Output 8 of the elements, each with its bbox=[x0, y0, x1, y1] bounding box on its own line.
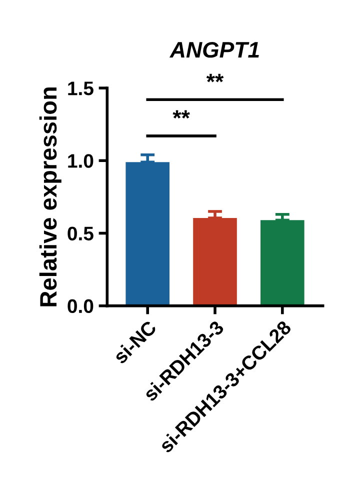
annotation: ** bbox=[172, 110, 190, 118]
y-tick-label: 0.5 bbox=[68, 226, 94, 240]
y-axis-title: Relative expression bbox=[39, 87, 62, 306]
y-tick-label: 1.0 bbox=[68, 154, 94, 168]
chart-title: ANGPT1 bbox=[169, 42, 259, 58]
y-tick-label: 0.0 bbox=[68, 299, 94, 314]
y-tick-label: 1.5 bbox=[68, 82, 94, 96]
text: ** bbox=[206, 74, 224, 82]
